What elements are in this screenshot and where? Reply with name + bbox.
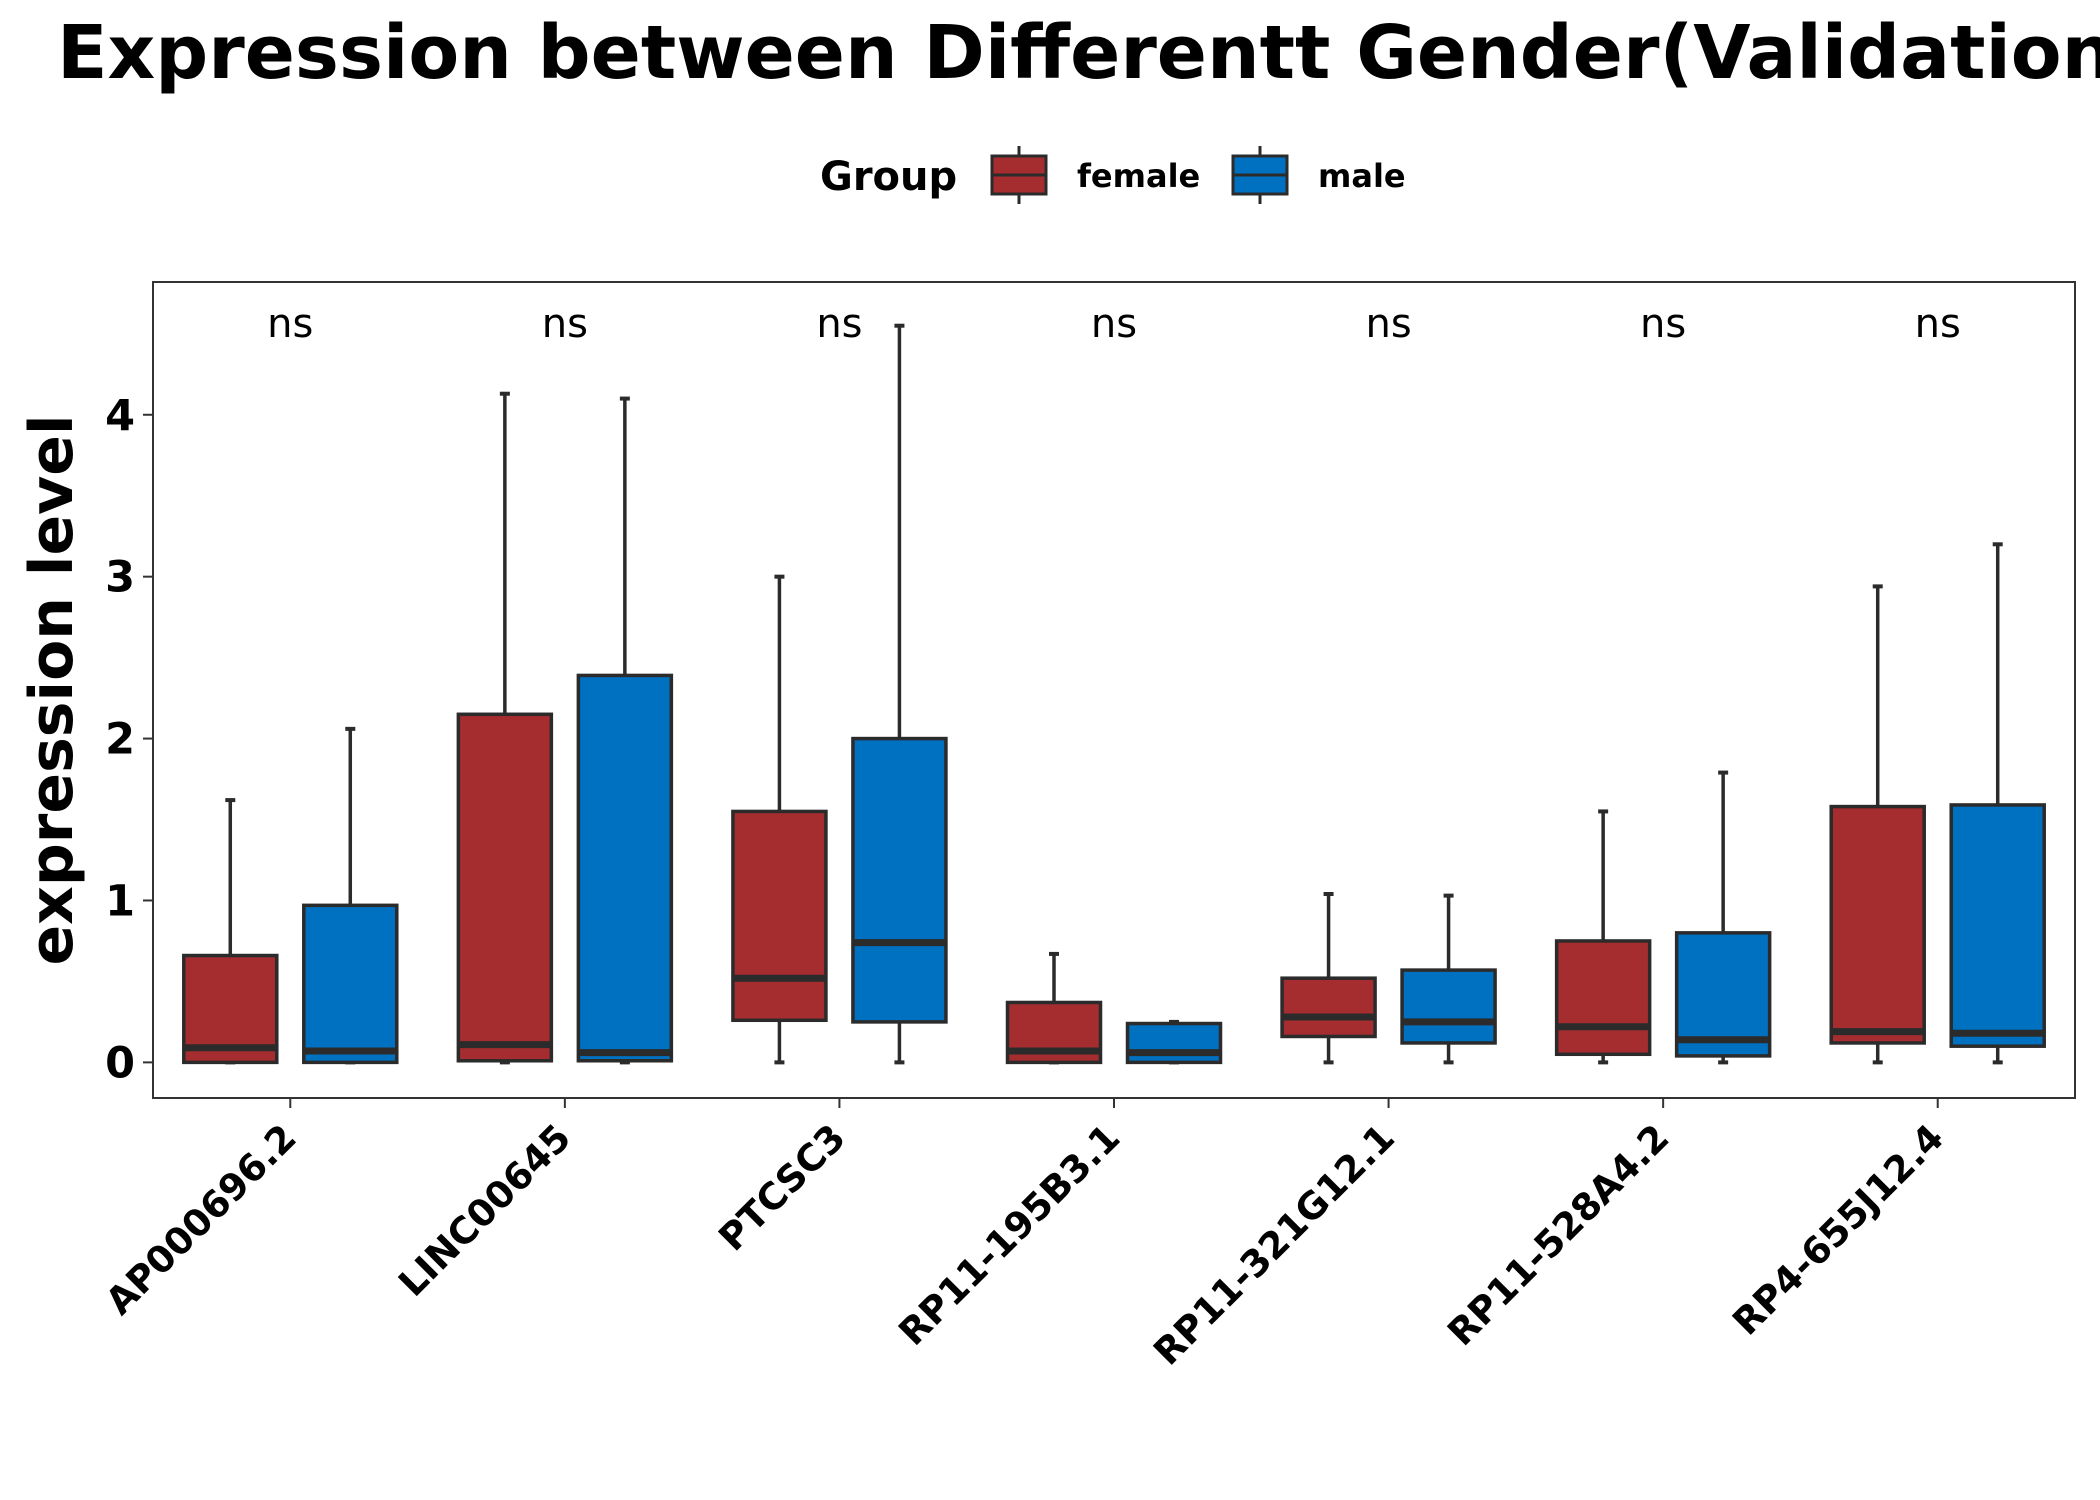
box-iqr	[1400, 968, 1497, 1045]
significance-label: ns	[1365, 301, 1411, 347]
box-iqr	[1280, 976, 1377, 1039]
legend-label-female: female	[1077, 157, 1200, 195]
box-series	[182, 323, 2046, 1065]
y-tick-label: 2	[105, 715, 135, 765]
box-iqr	[1949, 803, 2046, 1048]
box-iqr	[1829, 804, 1926, 1045]
box-female	[1280, 892, 1377, 1065]
box-iqr	[851, 736, 948, 1024]
box-iqr	[1125, 1021, 1223, 1065]
box-female	[1829, 584, 1926, 1065]
legend: Group female male	[820, 146, 1406, 204]
legend-keys: female male	[990, 146, 1406, 204]
y-tick-label: 4	[105, 391, 135, 441]
significance-label: ns	[816, 301, 862, 347]
y-tick-label: 0	[105, 1038, 135, 1088]
box-female	[182, 798, 279, 1065]
box-male	[576, 396, 674, 1065]
x-tick-label: LINC00645	[390, 1116, 579, 1305]
x-tick-label: RP11-195B3.1	[890, 1116, 1128, 1354]
x-tick-label: AP000696.2	[97, 1116, 304, 1323]
box-female	[731, 574, 828, 1065]
box-female	[1005, 951, 1103, 1065]
box-male	[1674, 770, 1772, 1065]
x-axis: AP000696.2 LINC00645 PTCSC3 RP11-195B3.1 RP1…	[97, 1098, 1952, 1374]
x-tick-label: RP4-655J12.4	[1724, 1116, 1952, 1344]
box-female	[1554, 809, 1652, 1065]
y-axis: 0 1 2 3 4	[105, 391, 153, 1088]
significance-label: ns	[267, 301, 313, 347]
legend-key-female: female	[990, 146, 1200, 204]
box-male	[1949, 542, 2046, 1065]
x-tick-label: PTCSC3	[710, 1116, 853, 1259]
significance-annotations: ns ns ns ns ns ns ns	[267, 301, 1961, 347]
box-iqr	[1674, 931, 1772, 1058]
legend-label-male: male	[1318, 157, 1406, 195]
legend-key-male: male	[1231, 146, 1406, 204]
significance-label: ns	[1091, 301, 1137, 347]
box-iqr	[456, 712, 554, 1063]
legend-title: Group	[820, 154, 957, 200]
chart-title: Expression between Differentt Gender(Val…	[57, 10, 2100, 96]
significance-label: ns	[1640, 301, 1686, 347]
box-male	[1400, 893, 1497, 1065]
y-tick-label: 1	[105, 876, 135, 926]
box-iqr	[302, 903, 399, 1065]
box-iqr	[576, 673, 674, 1063]
y-axis-title: expression level	[17, 414, 87, 965]
box-iqr	[1554, 939, 1652, 1057]
significance-label: ns	[1915, 301, 1961, 347]
box-male	[851, 323, 948, 1065]
box-female	[456, 391, 554, 1065]
plot-panel-border	[152, 281, 2076, 1099]
x-tick-label: RP11-321G12.1	[1145, 1116, 1403, 1374]
box-male	[1125, 1019, 1223, 1065]
y-tick-label: 3	[105, 553, 135, 603]
box-male	[302, 726, 399, 1065]
x-tick-label: RP11-528A4.2	[1439, 1116, 1677, 1354]
box-iqr	[731, 809, 828, 1023]
significance-label: ns	[542, 301, 588, 347]
